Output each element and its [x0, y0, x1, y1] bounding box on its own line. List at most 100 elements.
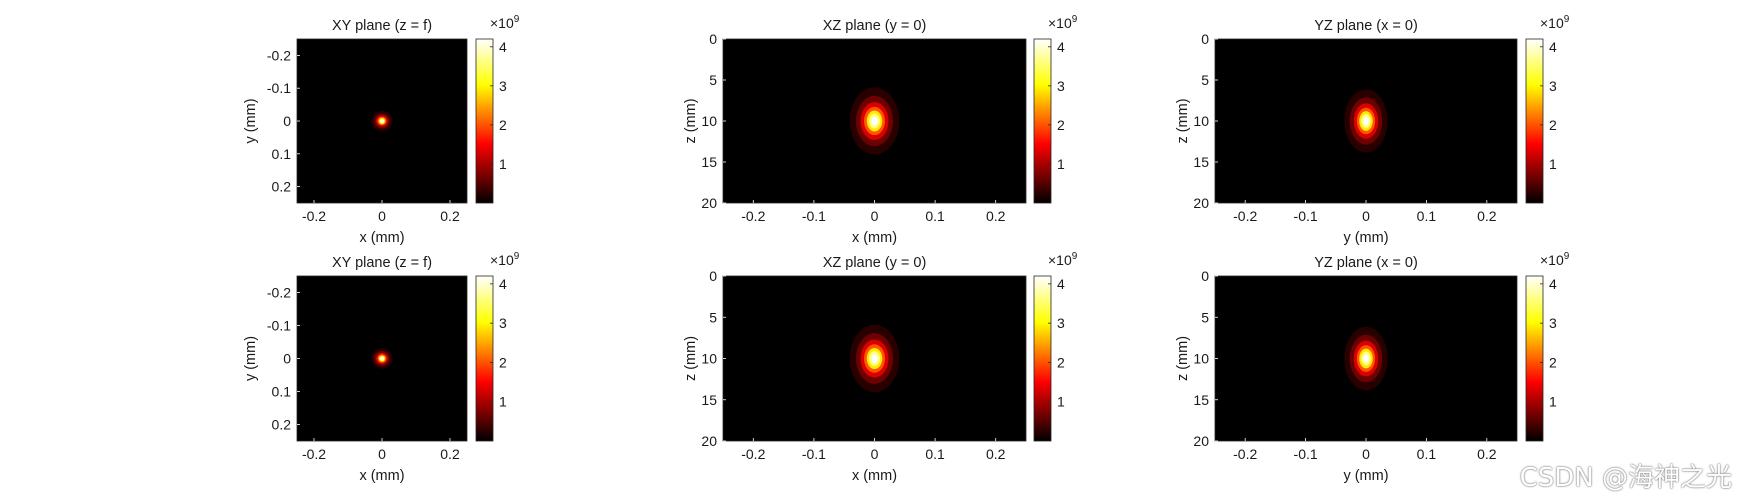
colorbar [475, 38, 494, 204]
colorbar-tick-label: 4 [499, 39, 507, 55]
x-tick-label: 0.2 [986, 208, 1006, 224]
watermark: CSDN @海神之光 [1519, 463, 1732, 493]
colorbar-tick-label: 1 [1549, 156, 1557, 172]
y-tick-label: 0.2 [272, 417, 292, 433]
y-tick-label: 5 [709, 72, 717, 88]
chart-panel-5: -0.2 -0.1 0 0.1 0.2 0 5 10 15 20 XZ plane (y = 0) x… [683, 251, 1078, 484]
chart-panel-4: -0.2 0 0.2 -0.2 -0.1 0 0.1 0.2 XY plane (z = f) x… [243, 251, 520, 484]
x-tick-label: 0 [378, 446, 386, 462]
x-tick-label: 0.2 [986, 446, 1006, 462]
chart-panel-6: -0.2 -0.1 0 0.1 0.2 0 5 10 15 20 YZ plane (x = 0) y… [1175, 251, 1570, 484]
chart-panel-1: -0.2 0 0.2 -0.2 -0.1 0 0.1 0.2 XY plane (z = f) x… [243, 14, 520, 246]
colorbar-tick-label: 3 [499, 78, 507, 94]
x-tick-label: -0.2 [302, 446, 326, 462]
x-axis-label: y (mm) [1343, 230, 1388, 246]
colorbar-tick-label: 4 [1549, 39, 1557, 55]
y-tick-label: 0 [709, 268, 717, 284]
y-tick-label: -0.2 [267, 285, 291, 301]
colorbar-tick-label: 3 [1549, 78, 1557, 94]
colorbar-tick-label: 4 [1057, 39, 1065, 55]
y-tick-label: 10 [701, 351, 717, 367]
y-tick-label: -0.1 [267, 80, 291, 96]
colorbar-tick-label: 1 [1549, 394, 1557, 410]
y-axis-label: y (mm) [243, 336, 259, 381]
y-tick-label: 10 [1193, 113, 1209, 129]
x-tick-label: -0.2 [302, 208, 326, 224]
colorbar-tick-label: 2 [499, 354, 507, 370]
x-tick-label: 0 [378, 208, 386, 224]
x-tick-label: -0.2 [1233, 208, 1257, 224]
x-tick-label: 0.2 [1477, 208, 1497, 224]
x-tick-label: -0.1 [802, 446, 826, 462]
y-tick-label: 20 [1193, 433, 1209, 449]
x-tick-label: 0 [1362, 208, 1370, 224]
colorbar-exponent-power: 9 [1564, 14, 1570, 25]
x-tick-label: -0.2 [741, 208, 765, 224]
colorbar-tick-label: 3 [499, 315, 507, 331]
chart-title: XY plane (z = f) [332, 255, 432, 271]
y-tick-label: 0.1 [272, 146, 292, 162]
colorbar-tick-label: 2 [1549, 117, 1557, 133]
colorbar-tick-label: 4 [1057, 276, 1065, 292]
y-tick-label: 10 [701, 113, 717, 129]
colorbar-tick-label: 1 [1057, 156, 1065, 172]
colorbar-exponent: ×109 [1540, 251, 1570, 268]
chart-title: XZ plane (y = 0) [823, 255, 927, 271]
x-tick-label: 0 [871, 208, 879, 224]
colorbar-exponent: ×109 [490, 14, 520, 31]
colorbar-exponent: ×109 [1048, 14, 1078, 31]
colorbar-tick-label: 3 [1057, 315, 1065, 331]
y-tick-label: 15 [1193, 392, 1209, 408]
colorbar-exponent-power: 9 [514, 14, 520, 25]
x-tick-label: 0.1 [1417, 446, 1437, 462]
x-tick-label: 0.1 [1417, 208, 1437, 224]
y-axis-label: z (mm) [1175, 336, 1191, 381]
y-tick-label: 5 [1201, 72, 1209, 88]
y-tick-label: 15 [701, 154, 717, 170]
colorbar-tick-label: 3 [1549, 315, 1557, 331]
x-tick-label: -0.2 [741, 446, 765, 462]
y-tick-label: 15 [1193, 154, 1209, 170]
y-tick-label: 0 [283, 351, 291, 367]
colorbar [1525, 275, 1544, 442]
colorbar-tick-label: 1 [499, 394, 507, 410]
y-tick-label: 0.2 [272, 179, 292, 195]
colorbar-exponent-power: 9 [1072, 14, 1078, 25]
colorbar-exponent: ×109 [1048, 251, 1078, 268]
colorbar-tick-label: 4 [1549, 276, 1557, 292]
focal-spot [1344, 89, 1388, 153]
colorbar-tick-label: 2 [1549, 354, 1557, 370]
colorbar-tick-label: 1 [1057, 394, 1065, 410]
x-tick-label: 0 [871, 446, 879, 462]
colorbar-tick-label: 1 [499, 156, 507, 172]
colorbar [1033, 38, 1052, 204]
chart-panel-2: -0.2 -0.1 0 0.1 0.2 0 5 10 15 20 XZ plane (y = 0) x… [683, 14, 1078, 246]
x-tick-label: -0.1 [1294, 446, 1318, 462]
y-tick-label: 20 [1193, 195, 1209, 211]
x-tick-label: 0.1 [925, 208, 945, 224]
colorbar [1525, 38, 1544, 204]
focal-spot [849, 87, 900, 155]
x-axis-label: x (mm) [852, 468, 897, 484]
y-tick-label: 10 [1193, 351, 1209, 367]
colorbar-tick-label: 2 [1057, 354, 1065, 370]
x-axis-label: x (mm) [359, 468, 404, 484]
y-tick-label: 0 [709, 31, 717, 47]
colorbar-exponent-power: 9 [1072, 251, 1078, 262]
x-tick-label: 0 [1362, 446, 1370, 462]
colorbar-exponent-power: 9 [1564, 251, 1570, 262]
x-tick-label: 0.2 [1477, 446, 1497, 462]
colorbar-tick-label: 3 [1057, 78, 1065, 94]
x-axis-label: x (mm) [852, 230, 897, 246]
y-tick-label: 0 [283, 113, 291, 129]
y-tick-label: 15 [701, 392, 717, 408]
x-axis-label: y (mm) [1343, 468, 1388, 484]
y-axis-label: z (mm) [683, 98, 699, 143]
colorbar [475, 275, 494, 442]
focal-spot [371, 348, 393, 369]
y-tick-label: 0 [1201, 31, 1209, 47]
chart-title: XZ plane (y = 0) [823, 18, 927, 34]
x-tick-label: 0.2 [440, 446, 460, 462]
x-tick-label: -0.1 [1294, 208, 1318, 224]
